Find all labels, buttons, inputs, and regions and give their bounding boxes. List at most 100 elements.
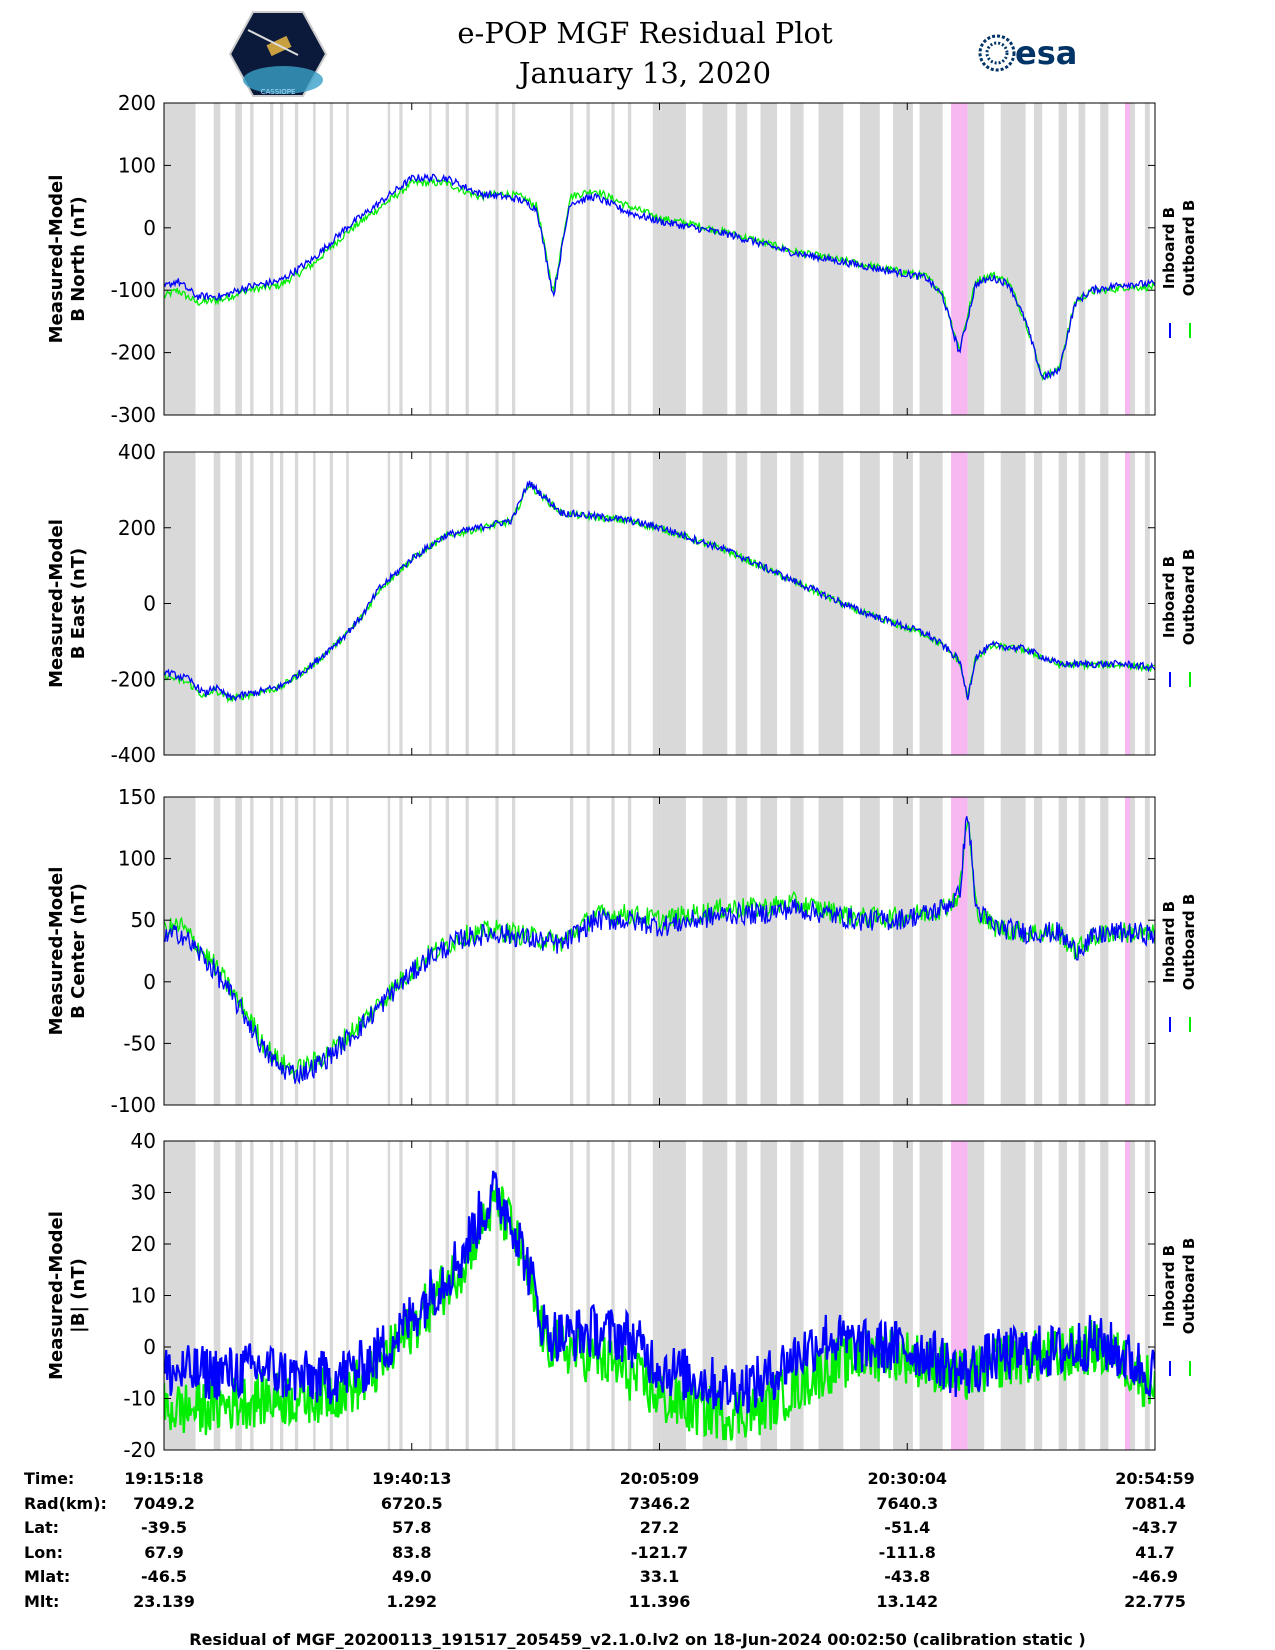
gray-band — [569, 103, 574, 415]
gray-band — [760, 797, 778, 1105]
info-cell: 57.8 — [392, 1518, 432, 1537]
panel-b-east: -400 -200 0 200 400 Measured-Model B East (nT)… — [46, 440, 1198, 767]
gray-band — [919, 1141, 943, 1450]
gray-band — [213, 1141, 221, 1450]
legend-inboard-label: Inboard B — [1160, 556, 1178, 638]
pink-band — [1125, 103, 1130, 415]
y-axis-label-units: B East (nT) — [68, 548, 89, 660]
gray-band — [702, 103, 728, 415]
gray-band — [465, 1141, 469, 1450]
gray-band — [387, 797, 391, 1105]
info-cell: -111.8 — [878, 1542, 936, 1562]
gray-band — [511, 1141, 516, 1450]
gray-band — [569, 797, 574, 1105]
gray-band — [495, 1141, 499, 1450]
gray-band — [235, 1141, 242, 1450]
y-axis-label: Measured-Model — [46, 867, 67, 1036]
outboard-series-line — [164, 1183, 1155, 1441]
info-cell: 20:54:59 — [1115, 1469, 1195, 1488]
info-cell: -51.4 — [884, 1518, 931, 1537]
info-cell: 33.1 — [639, 1567, 680, 1586]
gray-band — [495, 103, 499, 415]
gray-band — [279, 797, 284, 1105]
shading-bands — [164, 452, 1150, 755]
shading-bands — [164, 797, 1150, 1105]
info-cell: 11.396 — [628, 1591, 691, 1611]
gray-band — [893, 1141, 913, 1450]
gray-band — [586, 452, 590, 755]
gray-band — [652, 452, 662, 755]
gray-band — [586, 1141, 590, 1450]
gray-band — [586, 797, 590, 1105]
legend-inboard-label: Inboard B — [1160, 901, 1178, 983]
legend-outboard-label: Outboard B — [1180, 894, 1198, 991]
gray-band — [735, 1141, 748, 1450]
gray-band — [329, 1141, 334, 1450]
y-axis-label-units: B Center (nT) — [68, 883, 89, 1019]
gray-band — [235, 103, 242, 415]
gray-band — [313, 797, 316, 1105]
gray-band — [1058, 797, 1068, 1105]
svg-text:CASSIOPE: CASSIOPE — [261, 88, 296, 96]
gray-band — [627, 452, 632, 755]
gray-band — [760, 452, 778, 755]
gray-band — [760, 103, 778, 415]
plot-title: e-POP MGF Residual Plot — [457, 16, 833, 50]
pink-band — [1125, 797, 1130, 1105]
gray-band — [1000, 452, 1026, 755]
gray-band — [294, 1141, 299, 1450]
gray-band — [1078, 1141, 1086, 1450]
y-axis-label: Measured-Model — [46, 1211, 67, 1380]
y-tick-label: 200 — [118, 516, 156, 540]
pink-band — [1125, 1141, 1130, 1450]
gray-band — [735, 797, 748, 1105]
gray-band — [661, 103, 686, 415]
gray-band — [250, 797, 254, 1105]
panel-b-center: -100 -50 0 50 100 150 Measured-Model B Center (… — [46, 785, 1198, 1117]
info-cell: 19:15:18 — [124, 1469, 204, 1488]
gray-band — [1058, 1141, 1068, 1450]
info-cell: 20:05:09 — [619, 1469, 700, 1488]
gray-band — [399, 1141, 403, 1450]
gray-band — [790, 103, 804, 415]
y-tick-label: 0 — [143, 1335, 156, 1359]
gray-band — [399, 103, 403, 415]
gray-band — [387, 103, 391, 415]
gray-band — [1033, 103, 1043, 415]
gray-band — [1000, 103, 1026, 415]
legend-inboard-label: Inboard B — [1160, 1245, 1178, 1327]
gray-band — [919, 797, 943, 1105]
gray-band — [465, 103, 469, 415]
gray-band — [294, 452, 299, 755]
gray-band — [213, 797, 221, 1105]
info-cell: 49.0 — [392, 1567, 432, 1586]
gray-band — [445, 452, 449, 755]
y-axis-label-units: |B| (nT) — [68, 1258, 89, 1333]
gray-band — [346, 797, 349, 1105]
gray-band — [1144, 103, 1150, 415]
panel-b-north: -300 -200 -100 0 100 200 Measured-Model B North… — [46, 91, 1198, 427]
gray-band — [586, 103, 590, 415]
gray-band — [250, 103, 254, 415]
gray-band — [818, 452, 844, 755]
gray-band — [1100, 1141, 1109, 1450]
gray-band — [1128, 103, 1135, 415]
y-axis-label: Measured-Model — [46, 519, 67, 688]
info-cell: -43.7 — [1131, 1518, 1179, 1537]
gray-band — [652, 1141, 662, 1450]
gray-band — [235, 797, 242, 1105]
gray-band — [1128, 797, 1135, 1105]
y-tick-label: -200 — [111, 341, 156, 365]
gray-band — [1058, 452, 1068, 755]
gray-band — [859, 103, 880, 415]
gray-band — [1144, 452, 1150, 755]
gray-band — [611, 452, 615, 755]
gray-band — [919, 103, 943, 415]
gray-band — [1078, 103, 1086, 415]
gray-band — [495, 797, 499, 1105]
gray-band — [399, 452, 403, 755]
inboard-series-line — [164, 480, 1155, 702]
info-cell: 22.775 — [1124, 1591, 1186, 1611]
gray-band — [1100, 103, 1109, 415]
gray-band — [279, 1141, 284, 1450]
